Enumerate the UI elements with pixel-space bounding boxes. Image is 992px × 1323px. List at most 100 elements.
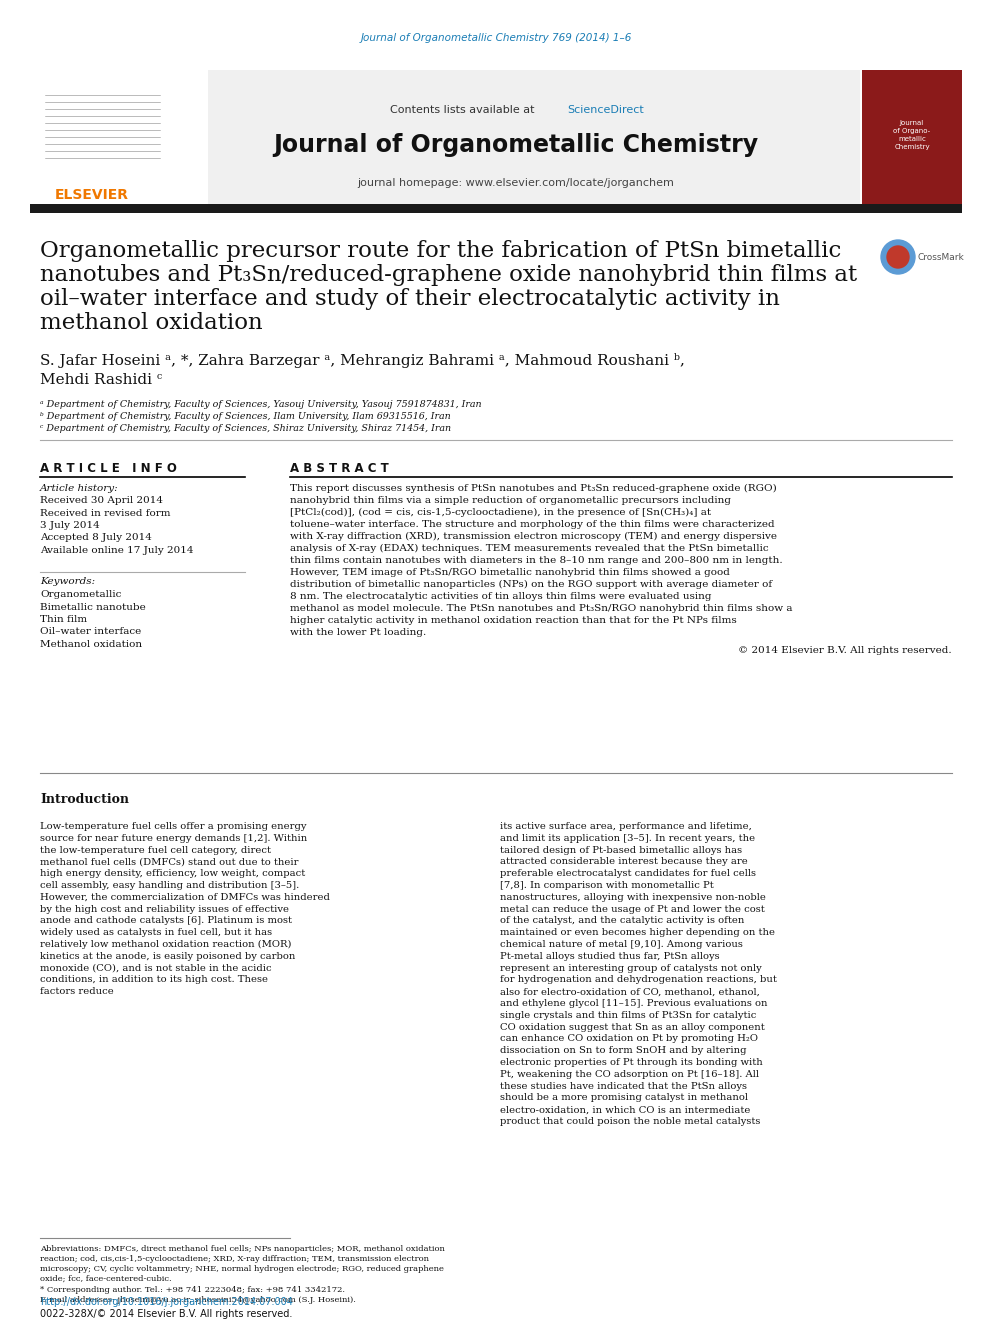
Text: Contents lists available at: Contents lists available at (390, 105, 538, 115)
Bar (30, 204, 962, 213)
Text: 8 nm. The electrocatalytic activities of tin alloys thin films were evaluated us: 8 nm. The electrocatalytic activities of… (290, 591, 711, 601)
Text: chemical nature of metal [9,10]. Among various: chemical nature of metal [9,10]. Among v… (500, 941, 743, 949)
Text: Journal of Organometallic Chemistry 769 (2014) 1–6: Journal of Organometallic Chemistry 769 … (360, 33, 632, 44)
Text: Bimetallic nanotube: Bimetallic nanotube (40, 602, 146, 611)
Text: distribution of bimetallic nanoparticles (NPs) on the RGO support with average d: distribution of bimetallic nanoparticles… (290, 579, 772, 589)
Text: by the high cost and reliability issues of effective: by the high cost and reliability issues … (40, 905, 289, 914)
Text: product that could poison the noble metal catalysts: product that could poison the noble meta… (500, 1117, 761, 1126)
Text: ELSEVIER: ELSEVIER (55, 188, 129, 202)
Text: [PtCl₂(cod)], (cod = cis, cis-1,5-cyclooctadiene), in the presence of [Sn(CH₃)₄]: [PtCl₂(cod)], (cod = cis, cis-1,5-cycloo… (290, 508, 711, 517)
Text: Low-temperature fuel cells offer a promising energy: Low-temperature fuel cells offer a promi… (40, 822, 307, 831)
Bar (30, 70, 208, 205)
Text: 0022-328X/© 2014 Elsevier B.V. All rights reserved.: 0022-328X/© 2014 Elsevier B.V. All right… (40, 1308, 293, 1319)
Text: electronic properties of Pt through its bonding with: electronic properties of Pt through its … (500, 1058, 763, 1068)
Text: © 2014 Elsevier B.V. All rights reserved.: © 2014 Elsevier B.V. All rights reserved… (738, 646, 952, 655)
Text: conditions, in addition to its high cost. These: conditions, in addition to its high cost… (40, 975, 268, 984)
Text: http://dx.doi.org/10.1016/j.jorganchem.2014.07.004: http://dx.doi.org/10.1016/j.jorganchem.2… (40, 1297, 293, 1307)
Text: Journal of Organometallic Chemistry: Journal of Organometallic Chemistry (274, 134, 759, 157)
Text: 3 July 2014: 3 July 2014 (40, 521, 100, 531)
Text: cell assembly, easy handling and distribution [3–5].: cell assembly, easy handling and distrib… (40, 881, 300, 890)
Text: tailored design of Pt-based bimetallic alloys has: tailored design of Pt-based bimetallic a… (500, 845, 742, 855)
Text: can enhance CO oxidation on Pt by promoting H₂O: can enhance CO oxidation on Pt by promot… (500, 1035, 758, 1044)
Text: Organometallic precursor route for the fabrication of PtSn bimetallic: Organometallic precursor route for the f… (40, 239, 841, 262)
Bar (862, 70, 962, 205)
Text: ᵇ Department of Chemistry, Faculty of Sciences, Ilam University, Ilam 69315516, : ᵇ Department of Chemistry, Faculty of Sc… (40, 411, 450, 421)
Text: and limit its application [3–5]. In recent years, the: and limit its application [3–5]. In rece… (500, 833, 755, 843)
Text: nanohybrid thin films via a simple reduction of organometallic precursors includ: nanohybrid thin films via a simple reduc… (290, 496, 731, 505)
Text: CrossMark: CrossMark (918, 253, 965, 262)
Text: anode and cathode catalysts [6]. Platinum is most: anode and cathode catalysts [6]. Platinu… (40, 917, 292, 925)
Text: methanol fuel cells (DMFCs) stand out due to their: methanol fuel cells (DMFCs) stand out du… (40, 857, 299, 867)
Text: Received in revised form: Received in revised form (40, 508, 171, 517)
Bar (30, 70, 860, 205)
Text: Pt, weakening the CO adsorption on Pt [16–18]. All: Pt, weakening the CO adsorption on Pt [1… (500, 1070, 759, 1078)
Text: Accepted 8 July 2014: Accepted 8 July 2014 (40, 533, 152, 542)
Circle shape (881, 239, 915, 274)
Text: widely used as catalysts in fuel cell, but it has: widely used as catalysts in fuel cell, b… (40, 929, 272, 937)
Bar (35, 85, 175, 185)
Text: source for near future energy demands [1,2]. Within: source for near future energy demands [1… (40, 833, 308, 843)
Text: high energy density, efficiency, low weight, compact: high energy density, efficiency, low wei… (40, 869, 306, 878)
Text: journal homepage: www.elsevier.com/locate/jorganchem: journal homepage: www.elsevier.com/locat… (357, 179, 675, 188)
Text: Article history:: Article history: (40, 484, 119, 493)
Text: ᶜ Department of Chemistry, Faculty of Sciences, Shiraz University, Shiraz 71454,: ᶜ Department of Chemistry, Faculty of Sc… (40, 423, 451, 433)
Text: ScienceDirect: ScienceDirect (567, 105, 644, 115)
Text: Pt-metal alloys studied thus far, PtSn alloys: Pt-metal alloys studied thus far, PtSn a… (500, 951, 719, 960)
Text: Organometallic: Organometallic (40, 590, 121, 599)
Text: Methanol oxidation: Methanol oxidation (40, 640, 142, 650)
Text: nanotubes and Pt₃Sn/reduced-graphene oxide nanohybrid thin films at: nanotubes and Pt₃Sn/reduced-graphene oxi… (40, 265, 857, 286)
Text: A R T I C L E   I N F O: A R T I C L E I N F O (40, 462, 177, 475)
Text: ᵃ Department of Chemistry, Faculty of Sciences, Yasouj University, Yasouj 759187: ᵃ Department of Chemistry, Faculty of Sc… (40, 400, 482, 409)
Text: with the lower Pt loading.: with the lower Pt loading. (290, 628, 427, 636)
Text: for hydrogenation and dehydrogenation reactions, but: for hydrogenation and dehydrogenation re… (500, 975, 777, 984)
Text: preferable electrocatalyst candidates for fuel cells: preferable electrocatalyst candidates fo… (500, 869, 756, 878)
Text: nanostructures, alloying with inexpensive non-noble: nanostructures, alloying with inexpensiv… (500, 893, 766, 902)
Text: oxide; fcc, face-centered-cubic.: oxide; fcc, face-centered-cubic. (40, 1275, 172, 1283)
Text: Abbreviations: DMFCs, direct methanol fuel cells; NPs nanoparticles; MOR, methan: Abbreviations: DMFCs, direct methanol fu… (40, 1245, 444, 1253)
Text: single crystals and thin films of Pt3Sn for catalytic: single crystals and thin films of Pt3Sn … (500, 1011, 756, 1020)
Text: Thin film: Thin film (40, 615, 87, 624)
Text: dissociation on Sn to form SnOH and by altering: dissociation on Sn to form SnOH and by a… (500, 1046, 747, 1056)
Text: represent an interesting group of catalysts not only: represent an interesting group of cataly… (500, 963, 762, 972)
Text: However, TEM image of Pt₃Sn/RGO bimetallic nanohybrid thin films showed a good: However, TEM image of Pt₃Sn/RGO bimetall… (290, 568, 730, 577)
Text: higher catalytic activity in methanol oxidation reaction than that for the Pt NP: higher catalytic activity in methanol ox… (290, 617, 737, 624)
Text: S. Jafar Hoseini ᵃ, *, Zahra Barzegar ᵃ, Mehrangiz Bahrami ᵃ, Mahmoud Roushani ᵇ: S. Jafar Hoseini ᵃ, *, Zahra Barzegar ᵃ,… (40, 353, 684, 368)
Text: methanol oxidation: methanol oxidation (40, 312, 263, 333)
Text: However, the commercialization of DMFCs was hindered: However, the commercialization of DMFCs … (40, 893, 330, 902)
Text: also for electro-oxidation of CO, methanol, ethanol,: also for electro-oxidation of CO, methan… (500, 987, 760, 996)
Text: thin films contain nanotubes with diameters in the 8–10 nm range and 200–800 nm : thin films contain nanotubes with diamet… (290, 556, 783, 565)
Text: oil–water interface and study of their electrocatalytic activity in: oil–water interface and study of their e… (40, 288, 780, 310)
Text: maintained or even becomes higher depending on the: maintained or even becomes higher depend… (500, 929, 775, 937)
Text: Keywords:: Keywords: (40, 577, 95, 586)
Text: monoxide (CO), and is not stable in the acidic: monoxide (CO), and is not stable in the … (40, 963, 272, 972)
Text: relatively low methanol oxidation reaction (MOR): relatively low methanol oxidation reacti… (40, 941, 292, 949)
Text: attracted considerable interest because they are: attracted considerable interest because … (500, 857, 748, 867)
Text: This report discusses synthesis of PtSn nanotubes and Pt₃Sn reduced-graphene oxi: This report discusses synthesis of PtSn … (290, 484, 777, 493)
Text: toluene–water interface. The structure and morphology of the thin films were cha: toluene–water interface. The structure a… (290, 520, 775, 529)
Text: analysis of X-ray (EDAX) techniques. TEM measurements revealed that the PtSn bim: analysis of X-ray (EDAX) techniques. TEM… (290, 544, 769, 553)
Text: its active surface area, performance and lifetime,: its active surface area, performance and… (500, 822, 752, 831)
Text: methanol as model molecule. The PtSn nanotubes and Pt₃Sn/RGO nanohybrid thin fil: methanol as model molecule. The PtSn nan… (290, 605, 793, 613)
Text: E-mail addresses: jhoseini@yu.ac.ir, sjhoseini54@yahoo.com (S.J. Hoseini).: E-mail addresses: jhoseini@yu.ac.ir, sjh… (40, 1297, 356, 1304)
Text: Mehdi Rashidi ᶜ: Mehdi Rashidi ᶜ (40, 373, 162, 388)
Text: should be a more promising catalyst in methanol: should be a more promising catalyst in m… (500, 1093, 748, 1102)
Circle shape (887, 246, 909, 269)
Text: [7,8]. In comparison with monometallic Pt: [7,8]. In comparison with monometallic P… (500, 881, 714, 890)
Text: reaction; cod, cis,cis-1,5-cyclooctadiene; XRD, X-ray diffraction; TEM, transmis: reaction; cod, cis,cis-1,5-cyclooctadien… (40, 1256, 429, 1263)
Text: Oil–water interface: Oil–water interface (40, 627, 141, 636)
Text: with X-ray diffraction (XRD), transmission electron microscopy (TEM) and energy : with X-ray diffraction (XRD), transmissi… (290, 532, 777, 541)
Text: CO oxidation suggest that Sn as an alloy component: CO oxidation suggest that Sn as an alloy… (500, 1023, 765, 1032)
Text: microscopy; CV, cyclic voltammetry; NHE, normal hydrogen electrode; RGO, reduced: microscopy; CV, cyclic voltammetry; NHE,… (40, 1265, 443, 1273)
Text: Journal
of Organo-
metallic
Chemistry: Journal of Organo- metallic Chemistry (894, 120, 930, 149)
Text: electro-oxidation, in which CO is an intermediate: electro-oxidation, in which CO is an int… (500, 1105, 750, 1114)
Text: metal can reduce the usage of Pt and lower the cost: metal can reduce the usage of Pt and low… (500, 905, 765, 914)
Text: A B S T R A C T: A B S T R A C T (290, 462, 389, 475)
Text: kinetics at the anode, is easily poisoned by carbon: kinetics at the anode, is easily poisone… (40, 951, 296, 960)
Text: the low-temperature fuel cell category, direct: the low-temperature fuel cell category, … (40, 845, 271, 855)
Text: of the catalyst, and the catalytic activity is often: of the catalyst, and the catalytic activ… (500, 917, 744, 925)
Text: Introduction: Introduction (40, 792, 129, 806)
Text: these studies have indicated that the PtSn alloys: these studies have indicated that the Pt… (500, 1082, 747, 1090)
Text: Available online 17 July 2014: Available online 17 July 2014 (40, 546, 193, 556)
Text: and ethylene glycol [11–15]. Previous evaluations on: and ethylene glycol [11–15]. Previous ev… (500, 999, 768, 1008)
Text: * Corresponding author. Tel.: +98 741 2223048; fax: +98 741 3342172.: * Corresponding author. Tel.: +98 741 22… (40, 1286, 345, 1294)
